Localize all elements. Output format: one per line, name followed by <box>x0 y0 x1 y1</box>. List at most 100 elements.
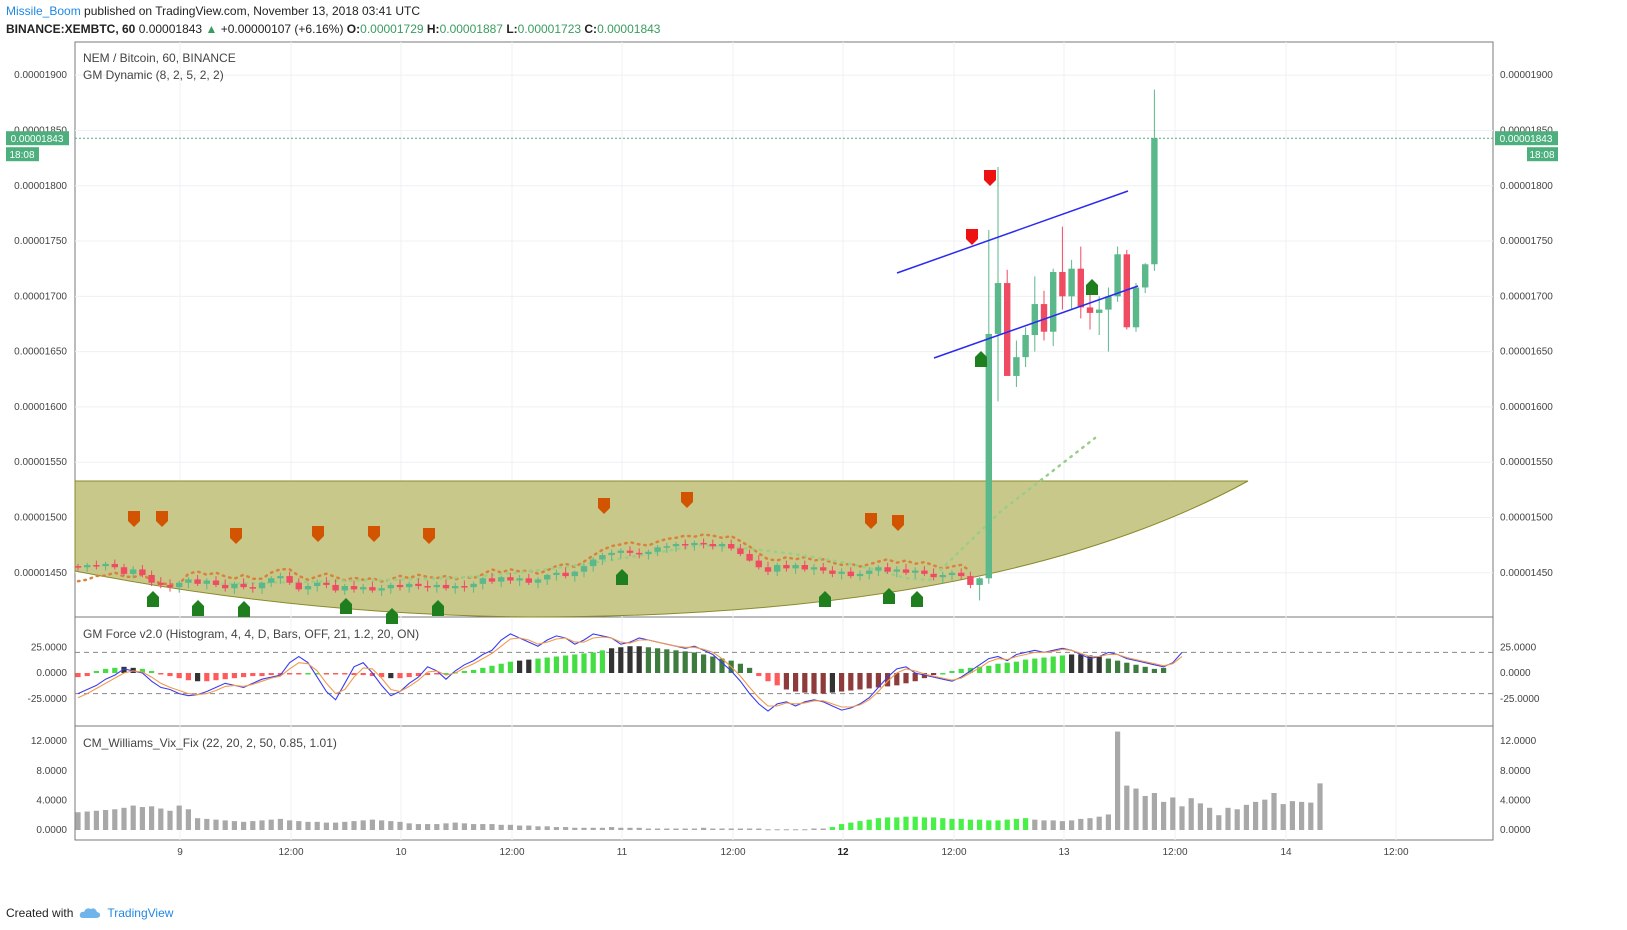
y-tick-label-right: 0.00001800 <box>1500 181 1553 192</box>
countdown-label-left: 18:08 <box>9 150 34 161</box>
force-histogram-bar <box>885 673 891 687</box>
force-histogram-bar <box>103 668 109 673</box>
buy-arrow-icon <box>192 600 204 616</box>
up-triangle-icon: ▲ <box>205 22 218 36</box>
force-histogram-bar <box>185 673 191 681</box>
candle-body <box>534 579 542 583</box>
candle-body <box>240 583 247 588</box>
vix-bar <box>581 827 587 830</box>
vix-bar <box>590 827 596 830</box>
force-y-tick-right: -25.0000 <box>1500 694 1540 705</box>
candle-body <box>764 567 772 572</box>
candle-body <box>599 555 606 560</box>
force-y-tick-right: 0.0000 <box>1500 668 1531 679</box>
open-label: O: <box>346 22 361 36</box>
candle-body <box>507 577 514 581</box>
candle-body <box>691 542 698 546</box>
vix-bar <box>1280 804 1286 830</box>
force-histogram-bar <box>811 673 817 694</box>
force-histogram-bar <box>369 673 375 677</box>
candle-body <box>1132 287 1140 328</box>
candle-body <box>268 578 275 583</box>
vix-bar <box>1289 801 1295 830</box>
force-histogram-bar <box>112 667 118 673</box>
force-y-tick-left: 0.0000 <box>36 668 67 679</box>
symbol-label: BINANCE:XEMBTC, 60 <box>6 22 136 36</box>
force-histogram-bar <box>121 666 127 673</box>
sell-arrow-icon <box>128 511 140 527</box>
force-histogram-bar <box>480 667 486 673</box>
candle-body <box>1123 254 1130 328</box>
buy-arrow-icon <box>386 608 398 624</box>
candle-body <box>231 583 238 589</box>
candle-body <box>553 572 560 575</box>
buy-arrow-icon <box>340 598 352 614</box>
candle-body <box>341 586 348 591</box>
vix-bar <box>296 821 302 830</box>
vix-bar <box>866 819 872 830</box>
force-histogram-bar <box>388 673 394 679</box>
dynamic-line-green <box>213 436 1097 586</box>
force-histogram-bar <box>829 673 835 693</box>
last-price-label-right: 0.00001843 <box>1500 134 1553 145</box>
force-histogram-bar <box>995 663 1001 673</box>
tradingview-link[interactable]: TradingView <box>107 906 174 920</box>
vix-y-tick-left: 8.0000 <box>36 766 67 777</box>
chart-canvas[interactable]: 9 12:00 10 12:00 11 12:00 12 12:00 13 12:00 14 12:0… <box>0 0 1627 900</box>
force-histogram-bar <box>701 654 707 673</box>
vix-bar <box>977 819 983 830</box>
force-histogram-bar <box>1069 654 1075 673</box>
vix-bar <box>1142 795 1148 830</box>
sell-arrow-icon <box>984 170 996 186</box>
candle-body <box>728 544 735 549</box>
vix-bar <box>1023 818 1029 830</box>
force-histogram-bar <box>1161 667 1167 673</box>
parabolic-cloud <box>74 480 1249 618</box>
force-histogram-bar <box>857 673 863 690</box>
force-histogram-bar <box>820 673 826 694</box>
vix-bar <box>1225 807 1231 830</box>
vix-bar <box>1133 788 1139 830</box>
vix-y-tick-right: 4.0000 <box>1500 795 1531 806</box>
vix-bar <box>498 824 504 830</box>
vix-bar <box>765 829 771 831</box>
vix-bar <box>1308 802 1314 830</box>
candle-body <box>562 572 569 577</box>
force-histogram-bar <box>1133 664 1139 673</box>
candle-body <box>111 563 118 568</box>
candle-body <box>360 587 367 590</box>
force-histogram-bar <box>158 673 164 675</box>
x-tick-label: 12:00 <box>278 847 303 858</box>
vix-bar <box>572 827 578 830</box>
vix-bar <box>415 824 421 830</box>
force-histogram-bar <box>903 673 909 684</box>
force-histogram-bar <box>489 665 495 673</box>
y-tick-label-left: 0.00001600 <box>14 402 67 413</box>
low-value: 0.00001723 <box>517 22 582 36</box>
candle-body <box>148 574 155 583</box>
y-tick-label-right: 0.00001600 <box>1500 402 1553 413</box>
vix-bar <box>995 820 1001 830</box>
sell-arrow-icon <box>865 513 877 529</box>
force-histogram-bar <box>710 656 716 673</box>
vix-bar <box>829 827 835 830</box>
candle-body <box>709 544 716 547</box>
vix-bar <box>1271 793 1277 830</box>
sell-arrow-icon <box>681 492 693 508</box>
y-tick-label-left: 0.00001750 <box>14 236 67 247</box>
sell-arrow-icon <box>230 528 242 544</box>
vix-y-tick-left: 0.0000 <box>36 825 67 836</box>
force-histogram-bar <box>149 670 155 673</box>
candle-body <box>1068 268 1075 297</box>
author-link[interactable]: Missile_Boom <box>6 4 81 18</box>
candle-body <box>470 583 477 588</box>
candle-body <box>783 565 790 569</box>
channel-upper-line <box>896 190 1129 274</box>
buy-arrow-icon <box>238 601 250 617</box>
buy-arrow-icon <box>911 591 923 607</box>
force-histogram-bar <box>747 667 753 673</box>
vix-bar <box>241 821 247 830</box>
vix-bar <box>75 812 81 830</box>
vix-bar <box>802 829 808 831</box>
candle-body <box>93 565 100 567</box>
